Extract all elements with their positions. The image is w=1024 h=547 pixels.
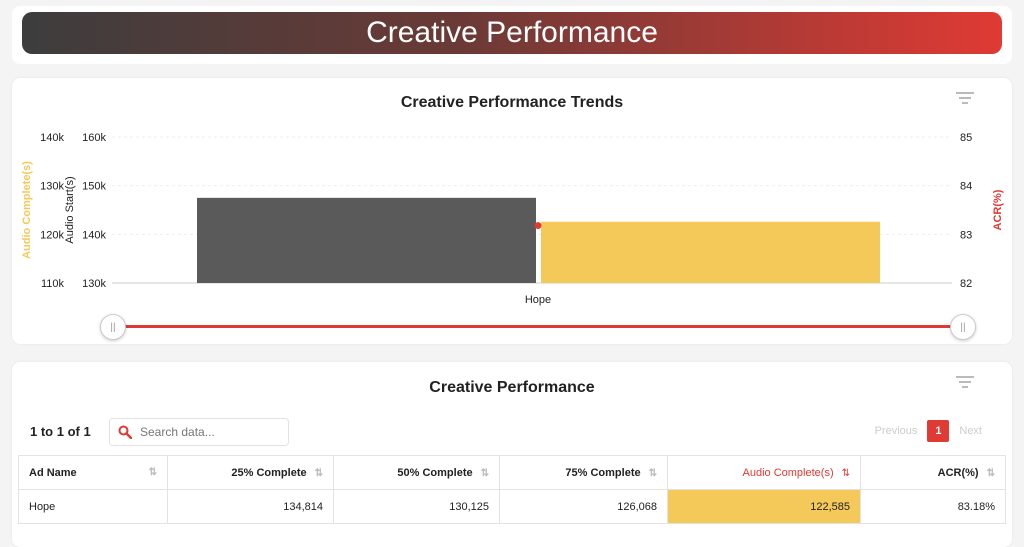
axis-tick-label-inner: 140k <box>82 229 106 241</box>
col-acr[interactable]: ACR(%) ⇅ <box>860 455 1006 490</box>
table-title: Creative Performance <box>429 379 595 396</box>
axis-title-audio-start: Audio Start(s) <box>64 176 76 243</box>
trend-card: Creative Performance Trends 140k 160k 85 13… <box>12 78 1012 344</box>
cell-50-complete: 130,125 <box>333 489 500 524</box>
trend-chart: 140k 160k 85 130k 150k 84 120k 140k 83 110k 130k 82… <box>21 132 1004 306</box>
cell-acr: 83.18% <box>860 489 1006 524</box>
col-audio-complete[interactable]: Audio Complete(s) ⇅ <box>667 455 861 490</box>
range-slider-track[interactable] <box>124 325 960 328</box>
search-placeholder: Search data... <box>140 425 215 439</box>
sort-icon: ⇅ <box>480 467 489 479</box>
sort-icon: ⇅ <box>986 467 995 479</box>
page-1-button[interactable]: 1 <box>927 420 950 442</box>
col-50-complete[interactable]: 50% Complete ⇅ <box>333 455 500 490</box>
search-input[interactable]: Search data... <box>109 418 289 446</box>
performance-table: Ad Name ⇅ 25% Complete ⇅ 50% Complete ⇅ 75%… <box>18 455 1006 524</box>
trend-title: Creative Performance Trends <box>400 94 624 111</box>
page-title: Creative Performance <box>22 12 1002 54</box>
axis-tick-label-right: 83 <box>960 229 972 241</box>
pagination: Previous 1 Next <box>865 420 992 442</box>
previous-button[interactable]: Previous <box>874 425 918 437</box>
cell-ad-name: Hope <box>18 489 168 524</box>
axis-tick-label-right: 85 <box>960 132 972 144</box>
record-count: 1 to 1 of 1 <box>30 424 91 439</box>
category-label: Hope <box>525 294 551 306</box>
cell-25-complete: 134,814 <box>167 489 334 524</box>
axis-tick-label-inner: 160k <box>82 132 106 144</box>
axis-tick-label-right: 84 <box>960 181 972 193</box>
axis-tick-label-inner: 150k <box>82 181 106 193</box>
point-acr <box>534 222 542 230</box>
sort-desc-icon: ⇅ <box>841 467 850 479</box>
table-toolbar: 1 to 1 of 1 Search data... Previous 1 Ne… <box>12 418 1012 448</box>
axis-tick-label-right: 82 <box>960 278 972 290</box>
filter-icon[interactable] <box>956 92 974 104</box>
table-row[interactable]: Hope 134,814 130,125 126,068 122,585 83.… <box>18 489 1006 524</box>
search-icon <box>118 425 132 439</box>
bar-audio-complete <box>541 221 880 283</box>
range-handle-right[interactable]: || <box>950 314 976 340</box>
axis-title-audio-complete: Audio Complete(s) <box>21 161 33 259</box>
axis-tick-label-inner: 130k <box>82 278 106 290</box>
axis-tick-label-outer: 140k <box>40 132 64 144</box>
bar-audio-start <box>197 197 536 283</box>
axis-tick-label-outer: 130k <box>40 181 64 193</box>
axis-title-acr: ACR(%) <box>992 189 1004 230</box>
sort-icon: ⇅ <box>148 466 157 478</box>
filter-icon[interactable] <box>956 376 974 388</box>
cell-audio-complete: 122,585 <box>667 489 861 524</box>
col-25-complete[interactable]: 25% Complete ⇅ <box>167 455 334 490</box>
col-75-complete[interactable]: 75% Complete ⇅ <box>499 455 668 490</box>
table-card: Creative Performance 1 to 1 of 1 Search … <box>12 362 1012 547</box>
sort-icon: ⇅ <box>648 467 657 479</box>
axis-tick-label-outer: 120k <box>40 229 64 241</box>
next-button[interactable]: Next <box>959 425 982 437</box>
cell-75-complete: 126,068 <box>499 489 668 524</box>
range-handle-left[interactable]: || <box>100 314 126 340</box>
sort-icon: ⇅ <box>314 467 323 479</box>
table-header-row: Ad Name ⇅ 25% Complete ⇅ 50% Complete ⇅ 75%… <box>18 455 1006 490</box>
col-ad-name[interactable]: Ad Name ⇅ <box>18 455 168 490</box>
axis-tick-label-outer: 110k <box>41 278 65 290</box>
